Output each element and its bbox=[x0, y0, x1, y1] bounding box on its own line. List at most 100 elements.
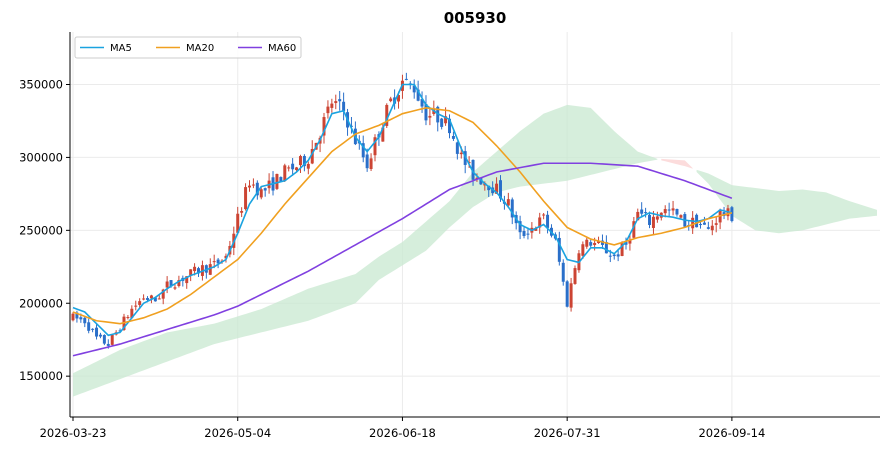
cloud-bullish-area bbox=[73, 104, 658, 397]
x-tick-label: 2026-06-18 bbox=[369, 426, 436, 440]
candle-down bbox=[416, 89, 420, 101]
candle-up bbox=[369, 158, 373, 169]
legend-label: MA20 bbox=[186, 43, 214, 54]
candle-up bbox=[585, 239, 589, 247]
candle-down bbox=[98, 334, 102, 337]
candle-down bbox=[644, 212, 648, 214]
y-tick-label: 200000 bbox=[19, 296, 63, 310]
candle-down bbox=[604, 242, 608, 254]
candle-up bbox=[149, 295, 153, 299]
candle-up bbox=[330, 103, 334, 108]
candle-down bbox=[699, 224, 703, 226]
candle-down bbox=[169, 280, 173, 287]
candle-down bbox=[479, 177, 483, 185]
legend-label: MA5 bbox=[110, 43, 132, 54]
candle-up bbox=[569, 283, 573, 308]
candle-up bbox=[259, 189, 263, 198]
candle-up bbox=[134, 305, 138, 307]
candle-up bbox=[628, 239, 632, 244]
candle-down bbox=[361, 143, 365, 158]
candle-down bbox=[424, 103, 428, 121]
candle-down bbox=[279, 177, 283, 182]
candle-down bbox=[342, 101, 346, 111]
candle-down bbox=[404, 78, 408, 80]
candle-down bbox=[518, 221, 522, 233]
candle-down bbox=[440, 118, 444, 127]
candle-up bbox=[389, 98, 393, 102]
candle-up bbox=[287, 167, 291, 169]
candle-up bbox=[247, 185, 251, 188]
candle-up bbox=[459, 152, 463, 155]
candle-up bbox=[310, 148, 314, 164]
candle-up bbox=[189, 269, 193, 276]
candle-down bbox=[365, 154, 369, 169]
candle-down bbox=[255, 182, 259, 196]
candle-up bbox=[385, 104, 389, 126]
ichimoku-cloud bbox=[73, 104, 877, 397]
x-tick-label: 2026-09-14 bbox=[698, 426, 765, 440]
candle-down bbox=[675, 208, 679, 215]
candle-up bbox=[538, 217, 542, 228]
candle-down bbox=[153, 297, 157, 302]
candle-up bbox=[306, 163, 310, 169]
candle-up bbox=[326, 106, 330, 114]
candle-up bbox=[298, 156, 302, 166]
candle-down bbox=[146, 298, 150, 300]
candle-up bbox=[240, 211, 244, 213]
candle-up bbox=[173, 287, 177, 289]
candle-up bbox=[110, 334, 114, 345]
candle-down bbox=[291, 163, 295, 170]
candle-down bbox=[412, 85, 416, 93]
candle-up bbox=[295, 167, 299, 171]
candle-down bbox=[616, 254, 620, 257]
candle-down bbox=[455, 142, 459, 154]
candle-up bbox=[397, 95, 401, 102]
candle-down bbox=[706, 227, 710, 229]
candle-down bbox=[510, 199, 514, 218]
candle-up bbox=[663, 209, 667, 214]
candle-up bbox=[475, 177, 479, 179]
candle-up bbox=[334, 101, 338, 104]
y-tick-label: 350000 bbox=[19, 78, 63, 92]
candle-down bbox=[730, 207, 734, 222]
candle-down bbox=[451, 136, 455, 139]
candle-up bbox=[322, 117, 326, 136]
candle-down bbox=[499, 180, 502, 199]
candle-down bbox=[102, 335, 106, 344]
candle-up bbox=[373, 137, 377, 156]
candle-down bbox=[338, 99, 342, 102]
candle-up bbox=[593, 242, 597, 246]
candle-up bbox=[542, 214, 546, 216]
axes-layer: 150000 200000 250000 300000 350000 2026-03-23… bbox=[19, 32, 880, 440]
candle-down bbox=[487, 185, 491, 191]
legend: MA5 MA20 MA60 bbox=[74, 36, 302, 59]
candle-down bbox=[216, 259, 220, 264]
x-tick-label: 2026-07-31 bbox=[534, 426, 601, 440]
moving-averages-layer bbox=[72, 83, 733, 357]
candle-down bbox=[471, 159, 475, 180]
candle-down bbox=[118, 330, 122, 332]
candle-down bbox=[91, 328, 95, 330]
candle-down bbox=[522, 230, 526, 236]
ma20-line bbox=[72, 107, 733, 325]
candle-up bbox=[71, 313, 75, 321]
x-tick-label: 2026-03-23 bbox=[40, 426, 107, 440]
y-tick-label: 150000 bbox=[19, 369, 63, 383]
candles-layer bbox=[71, 72, 734, 349]
candle-up bbox=[710, 225, 714, 231]
candle-up bbox=[506, 199, 510, 206]
candle-up bbox=[679, 215, 683, 218]
candle-up bbox=[142, 298, 146, 300]
legend-box bbox=[74, 36, 302, 59]
candle-down bbox=[83, 317, 87, 324]
candle-up bbox=[632, 221, 636, 238]
ma60-line bbox=[72, 162, 733, 357]
candle-up bbox=[236, 213, 240, 233]
candle-up bbox=[651, 216, 655, 228]
candle-up bbox=[636, 211, 640, 221]
candle-down bbox=[640, 209, 644, 214]
candle-down bbox=[106, 343, 110, 346]
candle-up bbox=[126, 317, 130, 319]
cloud-bullish-area bbox=[696, 169, 877, 234]
